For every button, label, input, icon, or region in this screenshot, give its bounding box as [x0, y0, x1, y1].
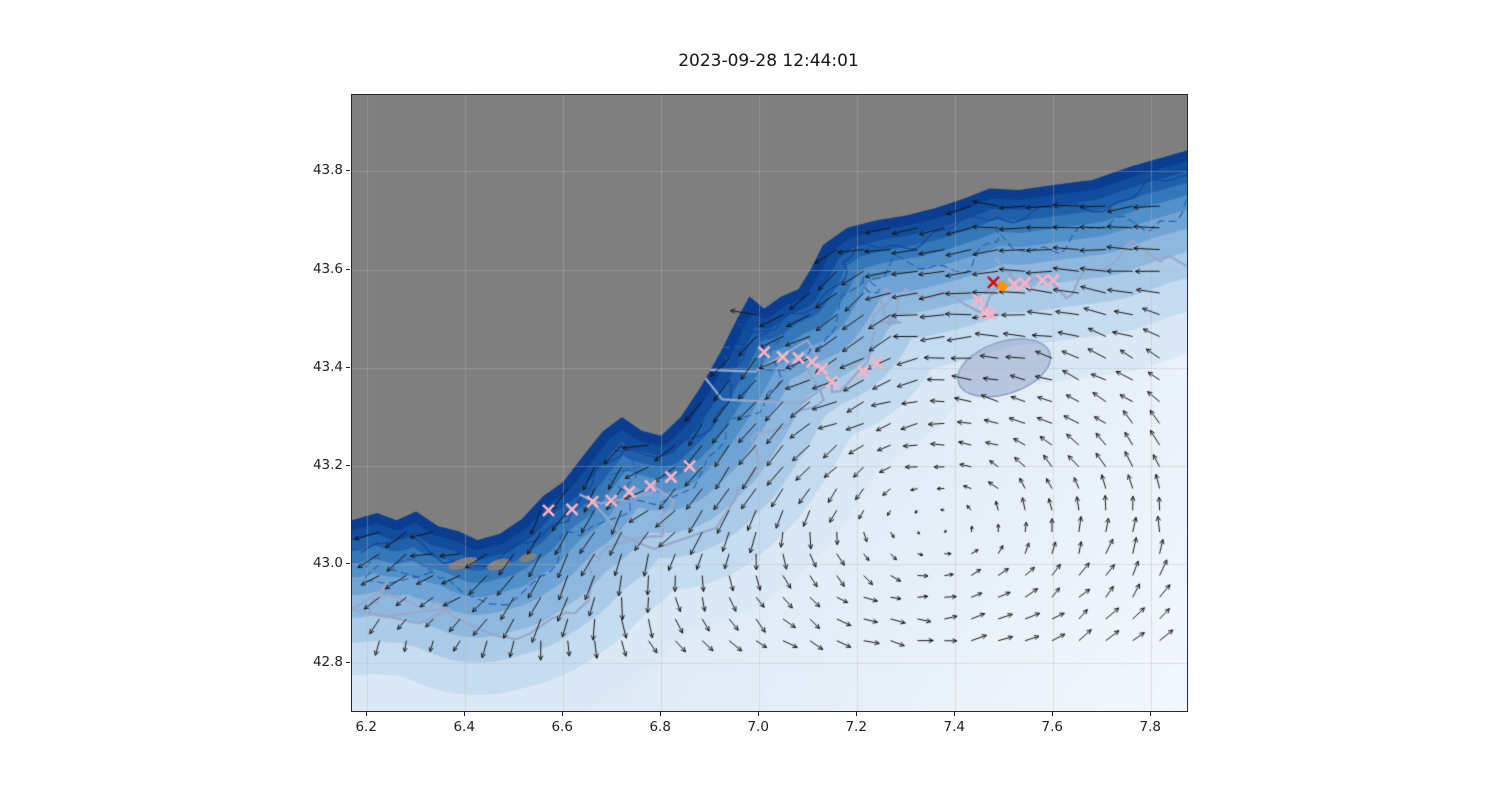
y-tick-mark	[346, 563, 350, 565]
x-tick-label: 6.4	[453, 719, 475, 735]
plot-area	[351, 94, 1188, 712]
y-tick-label: 43.0	[312, 555, 343, 572]
y-tick-mark	[346, 170, 350, 172]
x-tick-mark	[954, 712, 956, 716]
x-tick-mark	[660, 712, 662, 716]
x-tick-label: 7.8	[1139, 719, 1161, 735]
x-tick-mark	[1150, 712, 1152, 716]
plot-title: 2023-09-28 12:44:01	[678, 51, 859, 71]
x-tick-mark	[562, 712, 564, 716]
x-tick-label: 7.2	[845, 719, 867, 735]
x-tick-label: 6.2	[355, 719, 377, 735]
y-tick-label: 42.8	[312, 653, 343, 670]
x-tick-label: 7.6	[1041, 719, 1063, 735]
y-tick-label: 43.2	[312, 457, 343, 474]
y-tick-label: 43.6	[312, 260, 343, 277]
x-tick-mark	[856, 712, 858, 716]
y-tick-label: 43.4	[312, 358, 343, 375]
y-tick-mark	[346, 661, 350, 663]
x-tick-mark	[366, 712, 368, 716]
x-tick-mark	[1052, 712, 1054, 716]
x-tick-label: 7.4	[943, 719, 965, 735]
x-tick-mark	[464, 712, 466, 716]
y-tick-label: 43.8	[312, 162, 343, 179]
x-tick-label: 6.8	[649, 719, 671, 735]
x-tick-label: 6.6	[551, 719, 573, 735]
x-tick-label: 7.0	[747, 719, 769, 735]
y-tick-mark	[346, 366, 350, 368]
x-tick-mark	[758, 712, 760, 716]
map-canvas	[352, 95, 1187, 711]
y-tick-mark	[346, 465, 350, 467]
y-tick-mark	[346, 268, 350, 270]
